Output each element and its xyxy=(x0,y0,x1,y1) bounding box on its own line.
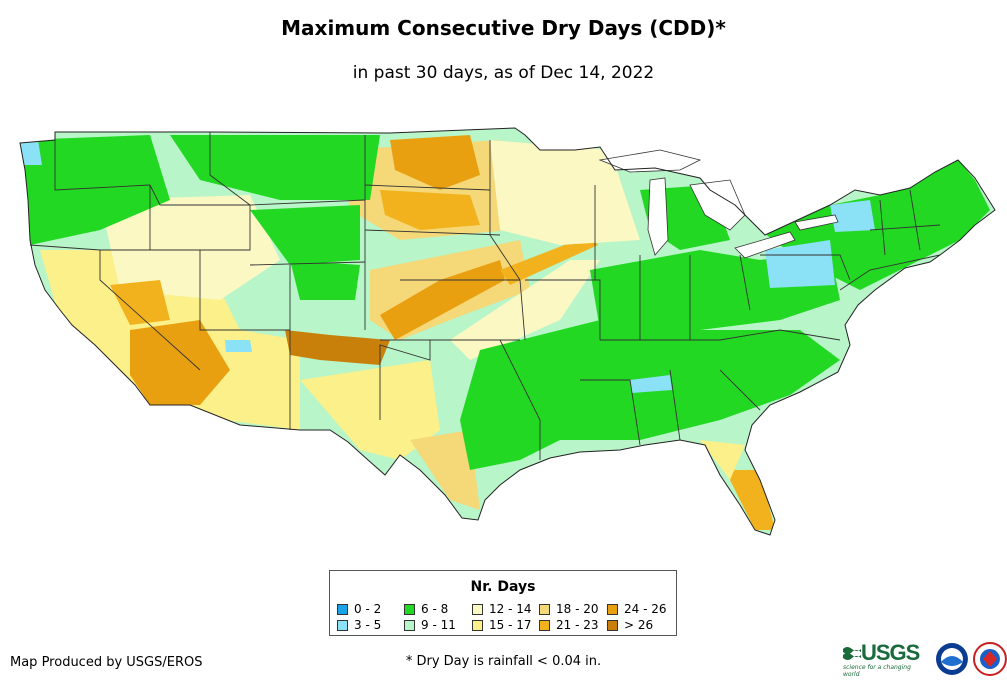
region-wyoming-green xyxy=(250,205,360,265)
region-west-texas xyxy=(300,360,440,460)
agency-logos: USGS science for a changing world xyxy=(843,640,1007,678)
lake-erie xyxy=(734,231,796,259)
legend-item: 18 - 20 xyxy=(539,602,599,616)
legend: Nr. Days 0 - 2 3 - 5 6 - 8 9 - 11 12 - 1… xyxy=(329,570,677,636)
legend-item: 15 - 17 xyxy=(472,618,532,632)
region-nw-blue xyxy=(20,140,42,165)
usgs-tagline: science for a changing world xyxy=(843,664,911,678)
legend-swatch xyxy=(607,619,618,631)
noaa-logo-icon xyxy=(936,643,969,675)
legend-swatch xyxy=(472,619,483,631)
region-upper-midwest xyxy=(490,140,640,245)
legend-title: Nr. Days xyxy=(470,579,536,595)
legend-swatch xyxy=(337,603,348,615)
region-florida-pale xyxy=(700,440,745,480)
nws-logo-icon xyxy=(973,642,1007,676)
legend-item: 9 - 11 xyxy=(404,618,456,632)
map-subtitle: in past 30 days, as of Dec 14, 2022 xyxy=(352,63,655,83)
lake-ontario xyxy=(794,214,839,231)
region-southeast-green xyxy=(460,320,840,470)
region-ga-blue xyxy=(630,375,672,393)
region-pale-band xyxy=(450,260,600,360)
dry-day-footnote: * Dry Day is rainfall < 0.04 in. xyxy=(405,654,602,669)
legend-swatch xyxy=(404,603,415,615)
map-credit: Map Produced by USGS/EROS xyxy=(10,655,203,670)
region-pacific-nw-green xyxy=(20,135,170,245)
usgs-wave-icon xyxy=(843,647,861,660)
legend-item: > 26 xyxy=(607,618,653,632)
region-west-pale xyxy=(100,195,280,300)
region-montana-green xyxy=(170,135,380,200)
legend-swatch xyxy=(539,603,550,615)
region-ny-blue xyxy=(830,200,875,232)
usgs-logo: USGS science for a changing world xyxy=(843,640,929,678)
map-title: Maximum Consecutive Dry Days (CDD)* xyxy=(281,16,726,40)
region-colorado-green xyxy=(290,260,360,300)
lake-michigan xyxy=(647,177,669,256)
region-nd-blue xyxy=(225,340,252,352)
region-four-corners xyxy=(285,330,390,365)
region-iowa-stripe xyxy=(500,235,598,285)
legend-swatch xyxy=(337,619,348,631)
legend-swatch xyxy=(472,603,483,615)
legend-item: 21 - 23 xyxy=(539,618,599,632)
state-boundaries xyxy=(29,132,941,460)
lake-huron xyxy=(689,179,746,231)
usgs-logo-text: USGS xyxy=(861,640,920,665)
region-nevada-orange xyxy=(110,280,170,325)
region-dakotas-orange xyxy=(390,135,480,190)
legend-item: 24 - 26 xyxy=(607,602,667,616)
legend-swatch xyxy=(607,603,618,615)
legend-item: 3 - 5 xyxy=(337,618,381,632)
legend-swatch xyxy=(404,619,415,631)
us-outline xyxy=(19,127,996,536)
region-sd-orange xyxy=(380,190,480,230)
legend-item: 6 - 8 xyxy=(404,602,448,616)
legend-item: 12 - 14 xyxy=(472,602,532,616)
region-pa-blue xyxy=(765,240,835,288)
legend-swatch xyxy=(539,619,550,631)
legend-item: 0 - 2 xyxy=(337,602,381,616)
region-south-texas xyxy=(410,430,480,510)
region-arizona-orange xyxy=(130,320,230,405)
